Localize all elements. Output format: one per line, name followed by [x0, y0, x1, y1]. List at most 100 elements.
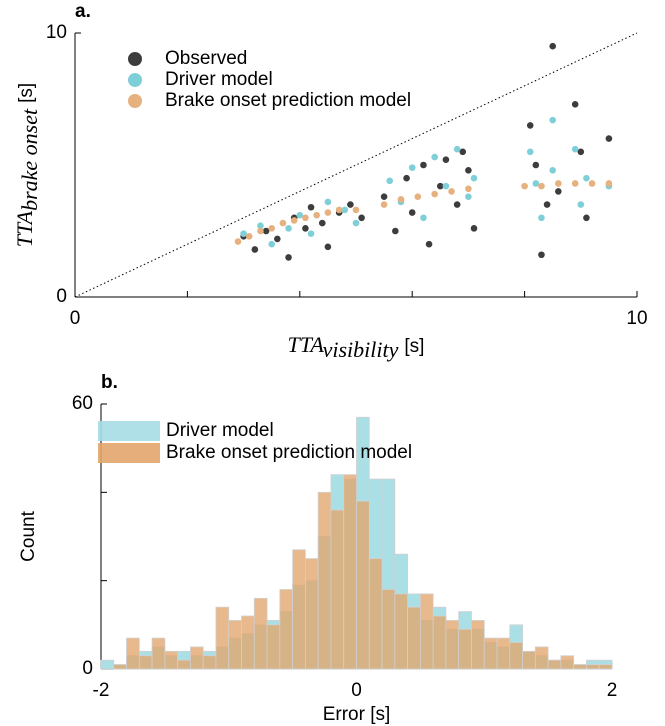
bar: [573, 664, 587, 670]
point: [408, 209, 416, 216]
bar: [330, 509, 345, 670]
bar: [394, 593, 409, 670]
point: [465, 166, 472, 174]
bar: [113, 664, 127, 670]
bar: [509, 642, 523, 670]
bar: [177, 659, 191, 670]
point: [583, 174, 590, 182]
bar: [215, 606, 230, 670]
bar: [100, 659, 115, 670]
legend-marker: [128, 73, 142, 87]
legend-marker: [128, 52, 142, 66]
bar: [407, 606, 421, 670]
bar: [317, 491, 332, 670]
point: [532, 180, 540, 187]
bar: [126, 637, 140, 670]
bar: [445, 620, 460, 670]
point: [234, 238, 242, 245]
point: [431, 153, 438, 161]
y-tick-label: 0: [56, 286, 67, 307]
point: [555, 180, 562, 187]
y-tick-label: 0: [82, 658, 93, 679]
y-tick-label: 10: [46, 22, 67, 43]
bar: [547, 659, 562, 670]
point: [245, 232, 253, 240]
bar: [343, 474, 357, 670]
point: [352, 219, 360, 227]
point: [577, 201, 585, 208]
point: [549, 42, 556, 50]
point: [296, 211, 304, 219]
point: [555, 188, 562, 195]
y-axis-label: TTAbrake onset [s]: [12, 83, 42, 247]
point: [313, 211, 320, 219]
legend-label: Brake onset prediction model: [166, 442, 412, 463]
x-tick-label: -2: [93, 680, 110, 701]
point: [240, 230, 247, 237]
bar: [241, 615, 255, 670]
bar: [381, 589, 396, 670]
point: [442, 182, 450, 190]
legend-marker: [128, 94, 142, 108]
point: [408, 164, 416, 171]
x-axis-label: TTAvisibility [s]: [288, 332, 425, 362]
point: [268, 240, 276, 248]
point: [571, 145, 579, 153]
legend-label: Brake onset prediction model: [165, 90, 411, 111]
point: [386, 177, 394, 185]
point: [605, 135, 613, 142]
y-axis-label: Count: [18, 510, 39, 561]
point: [465, 185, 472, 193]
label-unit: [s]: [404, 336, 424, 357]
point: [324, 198, 332, 206]
bar: [586, 664, 600, 670]
point: [268, 225, 276, 232]
bar: [164, 650, 179, 670]
point: [453, 145, 461, 153]
bar: [483, 637, 498, 670]
point: [448, 188, 455, 195]
point: [285, 254, 292, 261]
point: [324, 209, 332, 216]
point: [290, 217, 298, 224]
bar: [253, 597, 268, 670]
bar: [304, 558, 319, 670]
bar: [560, 655, 575, 670]
bar: [432, 615, 447, 670]
point: [583, 214, 590, 222]
x-tick-label: 10: [626, 308, 647, 329]
x-tick-label: 2: [607, 680, 618, 701]
point: [279, 219, 287, 227]
point: [358, 214, 365, 222]
y-tick-label: 60: [72, 393, 93, 414]
point: [526, 148, 534, 156]
point: [549, 166, 556, 174]
label-subscript: brake onset: [17, 108, 42, 211]
point: [420, 161, 427, 169]
point: [307, 230, 315, 237]
point: [347, 201, 354, 208]
bar: [292, 549, 306, 670]
point: [380, 201, 388, 208]
bar: [419, 593, 434, 670]
bar: [496, 637, 511, 670]
point: [538, 251, 545, 259]
bar: [471, 620, 485, 670]
point: [380, 193, 388, 200]
point: [453, 201, 461, 208]
bar: [279, 589, 294, 670]
bar: [151, 637, 166, 670]
bar: [228, 620, 242, 670]
legend-label: Observed: [165, 48, 247, 69]
x-axis-label: Error [s]: [323, 704, 391, 725]
point: [397, 196, 405, 203]
point: [425, 240, 433, 248]
point: [257, 227, 264, 235]
label-base: TTA: [288, 332, 325, 357]
point: [532, 161, 540, 169]
point: [526, 122, 534, 129]
point: [262, 227, 270, 235]
point: [420, 214, 427, 222]
point: [302, 225, 309, 232]
